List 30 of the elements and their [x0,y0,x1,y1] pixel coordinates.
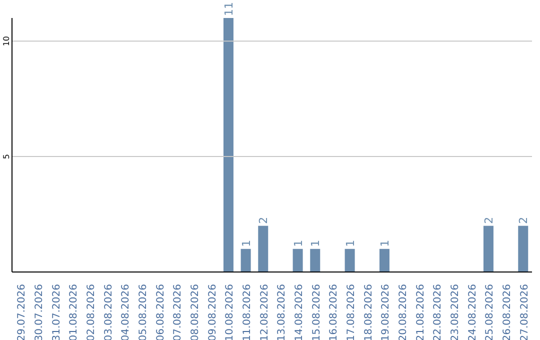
bar [518,226,528,272]
bar [310,248,320,272]
x-tick-label: 14.08.2026 [294,284,305,340]
x-tick-label: 18.08.2026 [363,284,374,340]
x-tick-label: 19.08.2026 [380,284,392,340]
x-tick-label: 15.08.2026 [311,284,322,340]
y-tick-label: 5 [2,154,11,160]
bar [258,226,268,272]
data-label: 2 [482,216,496,224]
data-label: 1 [344,240,357,247]
bar [292,248,303,272]
data-label: 11 [222,2,236,16]
bar [379,248,390,272]
bar [240,248,251,272]
data-label: 1 [292,240,305,247]
x-tick-label: 10.08.2026 [224,284,236,340]
y-tick-label: 10 [2,36,11,46]
x-tick-label: 12.08.2026 [259,284,270,340]
bar [223,18,234,272]
data-label: 1 [240,240,253,247]
x-tick-label: 16.08.2026 [328,284,340,340]
data-label: 1 [378,240,392,247]
bar [344,248,355,272]
x-tick-label: 13.08.2026 [276,284,288,340]
data-label: 2 [257,216,270,224]
data-label: 2 [517,216,530,224]
x-tick-label: 17.08.2026 [346,284,357,340]
data-label: 1 [309,240,322,247]
bar [483,226,494,272]
x-tick-label: 11.08.2026 [242,284,253,340]
